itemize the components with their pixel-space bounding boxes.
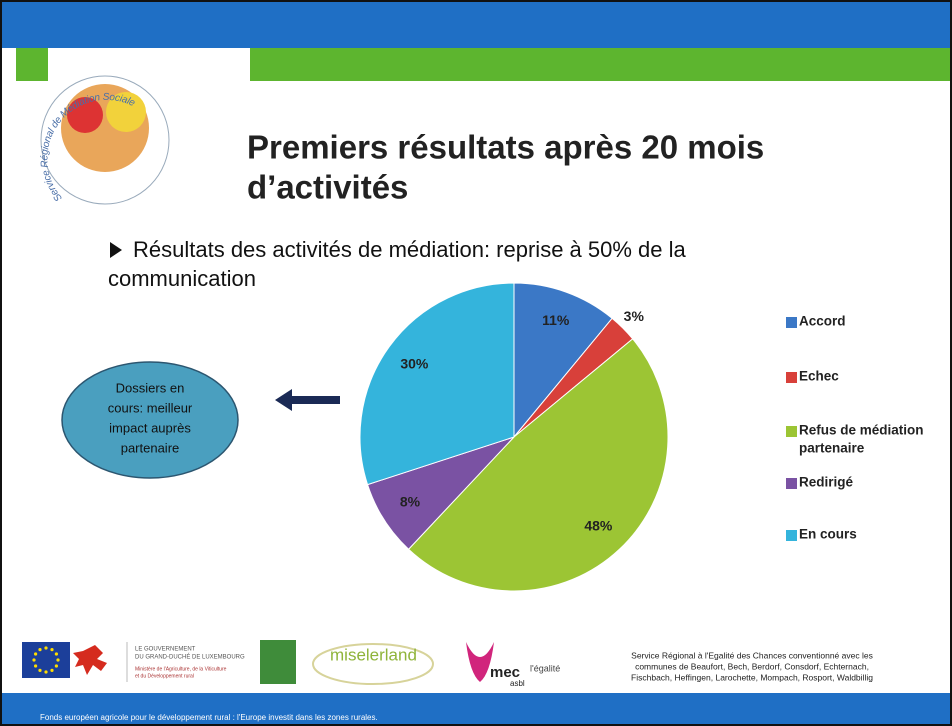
notice: Fischbach, Heffingen, Larochette, Mompac… (631, 672, 873, 682)
slice-label: 11% (542, 312, 570, 328)
green-bar (250, 48, 952, 81)
pie-slice (359, 282, 515, 486)
egalite-text: l'égalité (530, 663, 560, 673)
slice-label: 8% (400, 494, 421, 510)
bullet: communication (108, 266, 256, 291)
ministry-text: et du Développement rural (135, 673, 194, 679)
miselerland-text: miselerland (330, 645, 417, 664)
callout (61, 361, 239, 479)
eu-star (32, 658, 36, 662)
bottom-text: Fonds européen agricole pour le développ… (40, 713, 378, 722)
legend-label: partenaire (799, 441, 865, 456)
bottom-bar (0, 693, 952, 726)
logo: Service Régional de Médiation Sociale (39, 75, 170, 205)
arrow (275, 389, 340, 411)
asbl-text: asbl (510, 679, 525, 688)
slice-label: 30% (400, 355, 429, 371)
green-bar-left (16, 48, 48, 81)
eu-star (34, 652, 38, 656)
miselerland-swoosh (312, 643, 434, 685)
eu-star (54, 664, 58, 668)
callout-text: Dossiers en (116, 380, 185, 395)
lux-emblem (73, 645, 107, 675)
callout-text: cours: meilleur (108, 400, 193, 415)
legend-label: Accord (799, 314, 846, 329)
legend-swatch (786, 478, 797, 489)
leader-logo (260, 640, 296, 684)
logo-hair (106, 92, 146, 132)
legend-swatch (786, 426, 797, 437)
top-bar (0, 0, 952, 48)
notice: Service Régional à l'Egalité des Chances… (631, 650, 873, 660)
ministry-text: Ministère de l'Agriculture, de la Viticu… (135, 666, 227, 672)
notice: communes de Beaufort, Bech, Berdorf, Con… (635, 661, 869, 671)
slice-label: 48% (584, 518, 613, 534)
slice-label: 3% (624, 308, 645, 324)
callout-text: partenaire (121, 440, 180, 455)
pie-slice (513, 282, 613, 439)
legend-label: En cours (799, 527, 857, 542)
mec-text: mec (490, 664, 520, 681)
legend-label: Echec (799, 369, 839, 384)
pie-chart: 11% 3% 48% 8% 30% Accord Echec Refus de médiati… (359, 282, 924, 592)
callout-text: impact auprès (109, 420, 191, 435)
logo-hair (67, 97, 103, 133)
eu-star (44, 670, 48, 674)
pie-slice (407, 338, 669, 592)
gov-text: LE GOUVERNEMENT (135, 647, 196, 653)
eu-star (56, 658, 60, 662)
eu-star (44, 646, 48, 650)
mec-figure (466, 642, 494, 682)
bullet-arrow (110, 242, 122, 258)
eu-star (50, 648, 54, 652)
legend-swatch (786, 530, 797, 541)
title: d’activités (247, 169, 408, 206)
legend-swatch (786, 317, 797, 328)
legend-swatch (786, 372, 797, 383)
title: Premiers résultats après 20 mois (247, 129, 764, 166)
bullet: Résultats des activités de médiation: re… (133, 237, 687, 262)
eu-star (34, 664, 38, 668)
footer-logos: LE GOUVERNEMENT DU GRAND-DUCHÉ DE LUXEMB… (22, 640, 873, 688)
eu-star (54, 652, 58, 656)
eu-star (38, 668, 42, 672)
gov-text: DU GRAND-DUCHÉ DE LUXEMBOURG (135, 654, 245, 661)
eu-star (38, 648, 42, 652)
eu-star (50, 668, 54, 672)
legend-label: Redirigé (799, 475, 854, 490)
legend-label: Refus de médiation (799, 423, 924, 438)
